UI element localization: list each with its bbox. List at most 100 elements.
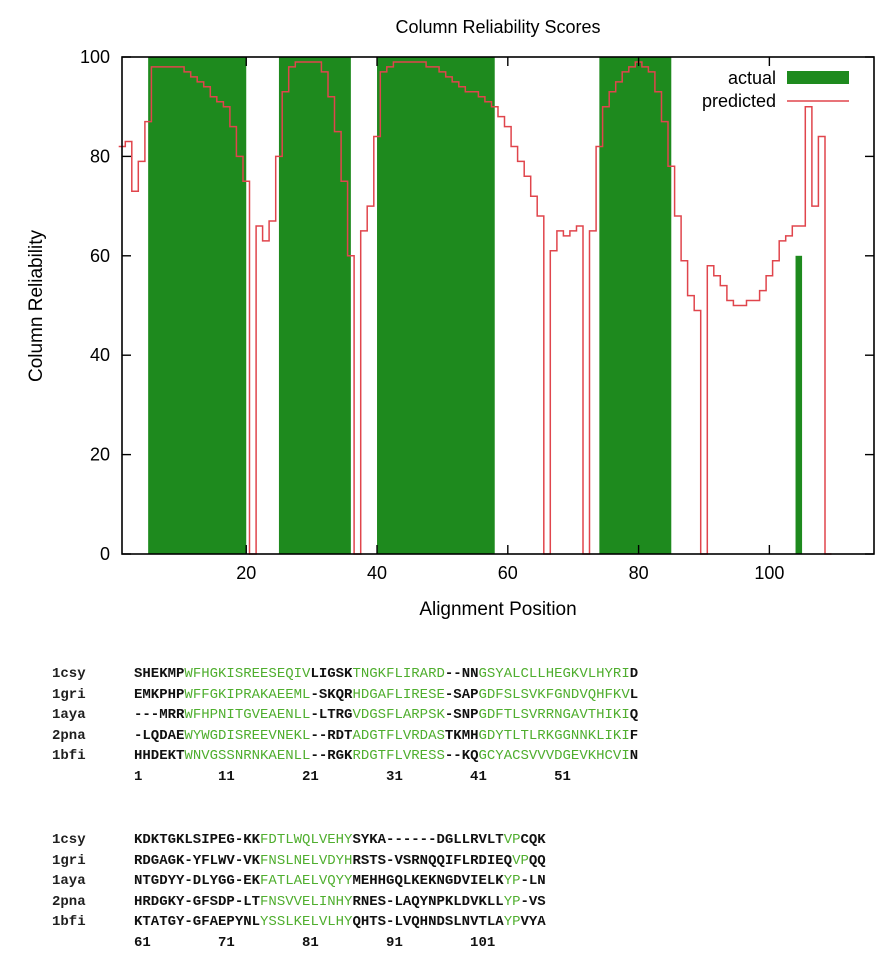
core-segment: FDTLWQLVEHY: [260, 832, 353, 848]
core-segment: WFHGKISREESEQIV: [184, 666, 311, 682]
alignment-row-1csy: 1csy SHEKMPWFHGKISREESEQIVLIGSKTNGKFLIRAR…: [52, 664, 872, 685]
legend-swatch-actual: [787, 71, 849, 84]
legend-label-actual: actual: [728, 68, 776, 88]
core-segment: GDYTLTLRKGGNNKLIKI: [478, 727, 630, 744]
plot-frame: [121, 56, 875, 555]
sequence-residues: ---MRRWFHPNITGVEAENLL-LTRGVDGSFLARPSK-SN…: [134, 705, 638, 726]
alignment-row-1aya: 1aya ---MRRWFHPNITGVEAENLL-LTRGVDGSFLARPS…: [52, 705, 872, 726]
non-core-segment: HRDGKY-GFSDP-LT: [134, 893, 261, 910]
actual-bar-1: [148, 57, 247, 554]
non-core-segment: -SAP: [444, 686, 479, 703]
core-segment: RDGTFLVRESS: [352, 748, 445, 764]
core-segment: GCYACSVVVDGEVKHCVI: [478, 748, 630, 764]
alignment-row-1aya: 1aya NTGDYY-DLYGG-EKFATLAELVQYYMEHHGQLKEK…: [52, 871, 872, 892]
y-tick-label-60: 60: [90, 246, 110, 266]
core-segment: WFHPNITGVEAENLL: [184, 707, 311, 723]
non-core-segment: HHDEKT: [134, 748, 185, 764]
non-core-segment: -LN: [520, 873, 546, 889]
non-core-segment: --RGK: [310, 748, 353, 764]
chart-svg: Column Reliability Scores Alignment Posi…: [26, 17, 875, 620]
non-core-segment: RSTS-VSRNQQIFLRDIEQ: [352, 852, 513, 869]
alignment-row-1gri: 1gri EMKPHPWFFGKIPRAKAEEML-SKQRHDGAFLIRES…: [52, 685, 872, 706]
actual-bar-3: [377, 57, 495, 554]
non-core-segment: -VS: [520, 893, 546, 910]
non-core-segment: LIGSK: [310, 666, 353, 682]
alignment-row-1bfi: 1bfi KTATGY-GFAEPYNLYSSLKELVLHYQHTS-LVQHN…: [52, 912, 872, 933]
position-ruler: 1 11 21 31 41 51: [52, 767, 872, 788]
non-core-segment: L: [629, 686, 639, 703]
x-tick-label-20: 20: [236, 563, 256, 583]
legend-label-predicted: predicted: [702, 91, 776, 111]
non-core-segment: RDGAGK-YFLWV-VK: [134, 852, 261, 869]
alignment-row-1csy: 1csy KDKTGKLSIPEG-KKFDTLWQLVEHYSYKA------…: [52, 830, 872, 851]
sequence-residues: KDKTGKLSIPEG-KKFDTLWQLVEHYSYKA------DGLL…: [134, 830, 546, 851]
non-core-segment: --KQ: [444, 748, 479, 764]
non-core-segment: -SKQR: [310, 686, 353, 703]
sequence-residues: HRDGKY-GFSDP-LTFNSVVELINHYRNES-LAQYNPKLD…: [134, 892, 546, 913]
alignment-row-1bfi: 1bfi HHDEKTWNVGSSNRNKAENLL--RGKRDGTFLVRES…: [52, 746, 872, 767]
sequence-name: 1gri: [52, 852, 86, 869]
sequence-name: 1aya: [52, 873, 86, 889]
y-tick-label-80: 80: [90, 146, 110, 166]
actual-bar-2: [278, 57, 351, 554]
x-axis-label: Alignment Position: [419, 599, 576, 620]
core-segment: YSSLKELVLHY: [260, 914, 353, 930]
y-tick-label-0: 0: [100, 544, 110, 564]
core-segment: GSYALCLLHEGKVLHYRI: [478, 666, 630, 682]
non-core-segment: VYA: [520, 914, 546, 930]
core-segment: WNVGSSNRNKAENLL: [184, 748, 311, 764]
ruler-numbers: 61 71 81 91 101: [134, 934, 496, 951]
sequence-name: 1bfi: [52, 914, 86, 930]
core-segment: ADGTFLVRDAS: [352, 727, 445, 744]
core-segment: VP: [512, 852, 529, 869]
y-tick-label-20: 20: [90, 445, 110, 465]
non-core-segment: D: [629, 666, 639, 682]
x-tick-label-40: 40: [367, 563, 387, 583]
non-core-segment: MEHHGQLKEKNGDVIELK: [352, 873, 504, 889]
y-axis-label: Column Reliability: [26, 229, 47, 382]
sequence-name: 1csy: [52, 666, 86, 682]
axis-ticks: 0 20 40 60 80 100 20 40 60 80 100: [80, 47, 874, 583]
sequence-name: 1gri: [52, 686, 86, 703]
non-core-segment: -SNP: [444, 707, 479, 723]
non-core-segment: SHEKMP: [134, 666, 185, 682]
predicted-line: [118, 61, 832, 555]
alignment-row-1gri: 1gri RDGAGK-YFLWV-VKFNSLNELVDYHRSTS-VSRNQ…: [52, 851, 872, 872]
alignment-block-1: 1csy SHEKMPWFHGKISREESEQIVLIGSKTNGKFLIRAR…: [52, 664, 872, 787]
sequence-name: 1aya: [52, 707, 86, 723]
non-core-segment: Q: [629, 707, 639, 723]
core-segment: HDGAFLIRESE: [352, 686, 445, 703]
x-tick-label-80: 80: [629, 563, 649, 583]
sequence-name: 2pna: [52, 893, 86, 910]
non-core-segment: QHTS-LVQHNDSLNVTLA: [352, 914, 504, 930]
non-core-segment: CQK: [520, 832, 546, 848]
alignment-row-2pna: 2pna HRDGKY-GFSDP-LTFNSVVELINHYRNES-LAQYN…: [52, 892, 872, 913]
core-segment: VP: [503, 832, 521, 848]
reliability-chart: Column Reliability Scores Alignment Posi…: [26, 17, 875, 620]
sequence-name: 1csy: [52, 832, 86, 848]
non-core-segment: EMKPHP: [134, 686, 185, 703]
non-core-segment: KTATGY-GFAEPYNL: [134, 914, 261, 930]
non-core-segment: RNES-LAQYNPKLDVKLL: [352, 893, 504, 910]
x-tick-label-60: 60: [498, 563, 518, 583]
core-segment: VDGSFLARPSK: [352, 707, 445, 723]
core-segment: FATLAELVQYY: [260, 873, 353, 889]
sequence-name: 1bfi: [52, 748, 86, 764]
core-segment: FNSLNELVDYH: [260, 852, 353, 869]
legend: actual predicted: [702, 68, 849, 111]
non-core-segment: QQ: [528, 852, 546, 869]
actual-bars: [148, 57, 803, 555]
non-core-segment: TKMH: [444, 727, 479, 744]
core-segment: TNGKFLIRARD: [352, 666, 445, 682]
alignment-row-2pna: 2pna -LQDAEWYWGDISREEVNEKL--RDTADGTFLVRDA…: [52, 726, 872, 747]
core-segment: FNSVVELINHY: [260, 893, 353, 910]
alignment-block-2: 1csy KDKTGKLSIPEG-KKFDTLWQLVEHYSYKA------…: [52, 830, 872, 953]
core-segment: GDFTLSVRRNGAVTHIKI: [478, 707, 630, 723]
non-core-segment: N: [629, 748, 639, 764]
core-segment: WFFGKIPRAKAEEML: [184, 686, 311, 703]
x-tick-label-100: 100: [754, 563, 784, 583]
actual-bar-4: [599, 57, 672, 554]
non-core-segment: --RDT: [310, 727, 353, 744]
core-segment: GDFSLSVKFGNDVQHFKV: [478, 686, 630, 703]
non-core-segment: -LTRG: [310, 707, 353, 723]
